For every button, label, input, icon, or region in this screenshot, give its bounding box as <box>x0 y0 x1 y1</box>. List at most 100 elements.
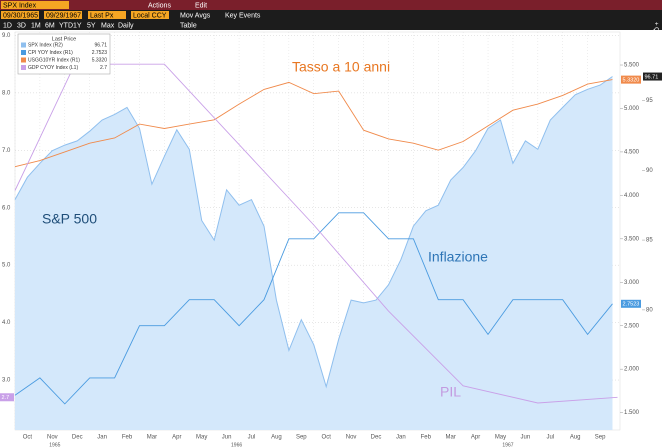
range-button[interactable]: Max <box>101 22 115 29</box>
range-button[interactable]: 3D <box>17 22 26 29</box>
legend-value: 96.71 <box>94 42 107 48</box>
x-tick-label: Jan <box>396 435 406 441</box>
table-button[interactable]: Table <box>180 22 197 29</box>
last-value-label: 2.7523 <box>623 302 640 308</box>
x-tick-label: Oct <box>322 435 332 441</box>
y2-tick-label: 3.500 <box>624 236 640 242</box>
range-button[interactable]: YTD <box>59 22 73 29</box>
legend-label: CPI YOY Index (R1) <box>28 50 73 56</box>
y2-tick-label: 5.000 <box>624 106 640 112</box>
legend-title: Last Price <box>52 36 76 42</box>
x-tick-label: Sep <box>595 435 606 441</box>
series-line <box>14 212 613 405</box>
security[interactable]: SPX Index <box>3 2 37 9</box>
legend-swatch <box>21 65 26 70</box>
x-tick-label: May <box>196 435 207 441</box>
x-tick-label: May <box>495 435 506 441</box>
key-events[interactable]: Key Events <box>225 12 261 19</box>
price[interactable]: Last Px <box>90 12 114 19</box>
legend-value: 2.7 <box>100 65 107 71</box>
x-tick-label: Nov <box>346 435 357 441</box>
x-tick-label: Jun <box>521 435 531 441</box>
last-value-flag <box>643 72 662 81</box>
end-field[interactable] <box>44 11 82 19</box>
series-line <box>14 76 613 389</box>
currency-field[interactable] <box>131 11 169 19</box>
security-field[interactable] <box>1 1 69 9</box>
y3-tick-label: 95 <box>646 98 653 104</box>
annotation: Inflazione <box>428 249 488 265</box>
edit-menu[interactable]: Edit <box>195 2 207 9</box>
x-year-label: 1965 <box>49 442 60 448</box>
x-tick-label: Oct <box>23 435 33 441</box>
actions-menu[interactable]: Actions <box>148 2 171 9</box>
mov-avgs[interactable]: Mov Avgs <box>180 12 211 19</box>
legend-box <box>17 33 111 75</box>
y2-tick-label: 4.000 <box>624 193 640 199</box>
x-tick-label: Jan <box>97 435 107 441</box>
legend-label: SPX Index (R2) <box>28 42 63 48</box>
currency[interactable]: Local CCY <box>133 12 167 19</box>
start-date[interactable]: 09/30/1965 <box>3 12 38 19</box>
last-value-flag <box>621 75 641 84</box>
series-area <box>15 76 613 430</box>
quick-add[interactable]: + Quick-add <box>652 22 658 55</box>
range-button[interactable]: 1M <box>31 22 41 29</box>
x-tick-label: Sep <box>296 435 307 441</box>
range-button[interactable]: 6M <box>45 22 55 29</box>
y-tick-label: 4.0 <box>2 320 11 326</box>
x-tick-label: Dec <box>371 435 382 441</box>
range-button[interactable]: 1D <box>3 22 12 29</box>
x-tick-label: Aug <box>570 435 581 441</box>
annotation: Tasso a 10 anni <box>292 59 390 75</box>
price-field[interactable] <box>88 11 126 19</box>
y2-tick-label: 2.000 <box>624 367 640 373</box>
x-tick-label: Feb <box>122 435 133 441</box>
y2-tick-label: 4.500 <box>624 149 640 155</box>
end-date[interactable]: 09/29/1967 <box>46 12 81 19</box>
y-tick-label: 7.0 <box>2 148 11 154</box>
range-button[interactable]: 1Y <box>73 22 82 29</box>
last-value-label: 2.7 <box>2 395 10 401</box>
y2-tick-label: 3.000 <box>624 280 640 286</box>
legend-label: GDP CYOY Index (L1) <box>28 65 78 71</box>
x-tick-label: Jun <box>222 435 232 441</box>
x-tick-label: Apr <box>471 435 480 441</box>
legend-label: USGG10YR Index (R1) <box>28 57 80 63</box>
x-tick-label: Jul <box>546 435 554 441</box>
y-tick-label: 6.0 <box>2 205 11 211</box>
title-bar <box>0 0 662 10</box>
annotation: S&P 500 <box>42 211 97 227</box>
start-field[interactable] <box>1 11 39 19</box>
legend-value: 2.7523 <box>92 50 108 56</box>
x-tick-label: Mar <box>446 435 456 441</box>
y3-tick-label: 85 <box>646 238 653 244</box>
y3-tick-label: 80 <box>646 307 653 313</box>
series-line <box>14 79 613 168</box>
x-tick-label: Dec <box>72 435 83 441</box>
last-value-label: 96.71 <box>645 75 659 81</box>
last-value-flag <box>0 393 14 402</box>
legend-swatch <box>21 50 26 55</box>
x-tick-label: Aug <box>271 435 282 441</box>
legend-swatch <box>21 57 26 63</box>
last-value-flag <box>621 299 641 308</box>
x-tick-label: Jul <box>248 435 256 441</box>
frequency[interactable]: Daily <box>118 22 134 29</box>
y-tick-label: 9.0 <box>2 33 11 39</box>
y-tick-label: 5.0 <box>2 263 11 269</box>
annotation: PIL <box>440 384 461 400</box>
x-year-label: 1966 <box>231 442 242 448</box>
y2-tick-label: 5.500 <box>624 63 640 69</box>
last-value-label: 5.3320 <box>623 78 640 84</box>
y3-tick-label: 90 <box>646 168 653 174</box>
legend-swatch <box>21 42 26 48</box>
x-tick-label: Apr <box>172 435 181 441</box>
x-tick-label: Nov <box>47 435 58 441</box>
y2-tick-label: 2.500 <box>624 323 640 329</box>
legend-value: 5.3320 <box>92 57 108 63</box>
range-button[interactable]: 5Y <box>87 22 96 29</box>
x-tick-label: Feb <box>421 435 432 441</box>
